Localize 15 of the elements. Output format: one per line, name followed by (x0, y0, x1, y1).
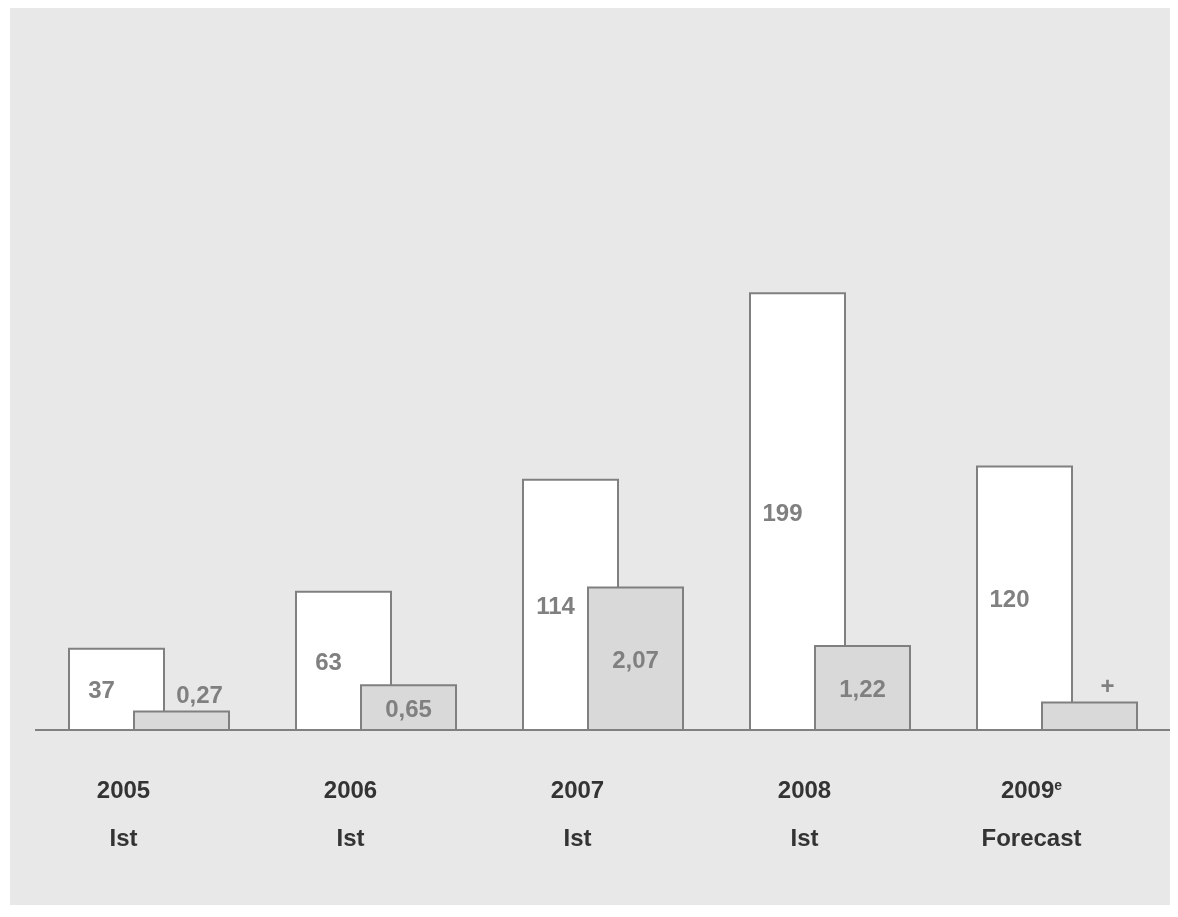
category-label: 2009$^{e}$ Forecast (981, 776, 1082, 851)
data-label: 0,65 (385, 694, 432, 722)
x-tick-label: 2008 Ist (777, 776, 832, 851)
data-label: 63 (315, 647, 342, 675)
data-label: 120 (989, 585, 1030, 613)
data-label: 114 (536, 591, 576, 619)
data-label: 199 (762, 498, 803, 526)
data-label: 0,27 (176, 681, 223, 709)
data-label: + (1100, 672, 1115, 700)
x-tick-label: 2007 Ist (550, 776, 605, 851)
x-tick-label: 2006 Ist (323, 776, 378, 851)
data-label: 1,22 (839, 675, 886, 703)
data-label: 2,07 (612, 645, 659, 673)
data-label: 37 (88, 676, 115, 704)
x-tick-label: 2005 Ist (96, 776, 151, 851)
